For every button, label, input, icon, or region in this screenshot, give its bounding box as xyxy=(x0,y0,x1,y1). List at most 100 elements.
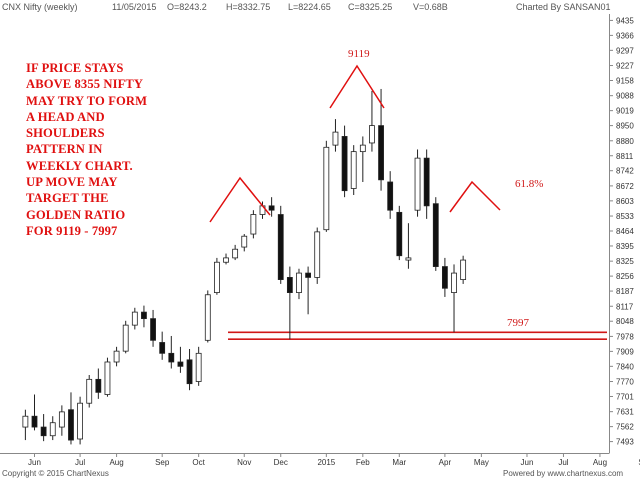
header-volume: V=0.68B xyxy=(413,2,448,12)
candle-body-down xyxy=(432,203,439,267)
right-shoulder-mark xyxy=(449,180,501,213)
x-tick-label: Jul xyxy=(558,458,568,467)
candle-body-up xyxy=(460,259,467,280)
x-tick-label: Aug xyxy=(593,458,607,467)
candle-body-up xyxy=(350,151,357,189)
candle-body-up xyxy=(104,361,111,395)
y-tick-label: 8117 xyxy=(616,302,634,311)
candle-body-up xyxy=(213,261,220,293)
x-tick-label: Sep xyxy=(638,458,640,467)
y-tick-label: 7562 xyxy=(616,423,634,432)
y-tick-label: 8880 xyxy=(616,137,634,146)
head-mark xyxy=(329,64,385,109)
head-label: 9119 xyxy=(348,48,370,60)
candle-body-down xyxy=(159,342,166,354)
x-tick-label: Sep xyxy=(155,458,170,467)
y-tick-label: 8325 xyxy=(616,257,634,266)
y-tick-label: 8464 xyxy=(616,227,634,236)
x-tick-label: Dec xyxy=(274,458,288,467)
candle-body-up xyxy=(58,411,65,428)
candles xyxy=(22,88,467,445)
y-tick-label: 7493 xyxy=(616,438,634,447)
y-tick-label: 7840 xyxy=(616,362,634,371)
charted-by: Charted By SANSAN01 xyxy=(516,2,611,12)
candle-body-down xyxy=(341,136,348,192)
candle-body-down xyxy=(441,266,448,289)
y-tick-label: 7770 xyxy=(616,378,634,387)
header-close: C=8325.25 xyxy=(348,2,392,12)
x-tick-label: 2015 xyxy=(317,458,335,467)
support-lines xyxy=(228,331,607,341)
candle-body-down xyxy=(150,318,156,341)
y-tick-label: 9297 xyxy=(616,46,634,55)
candle-body-up xyxy=(204,294,211,341)
candle-body-up xyxy=(77,402,83,440)
candle-body-up xyxy=(359,144,366,153)
x-tick-label: Jun xyxy=(521,458,534,467)
candle-body-down xyxy=(177,361,184,367)
candle-body-down xyxy=(95,378,102,393)
y-tick-label: 9366 xyxy=(616,31,634,40)
fib-label: 61.8% xyxy=(515,178,543,190)
candle-body-down xyxy=(68,409,74,441)
y-tick-label: 8048 xyxy=(616,317,634,326)
y-tick-label: 8187 xyxy=(616,287,634,296)
x-tick-label: Feb xyxy=(356,458,370,467)
x-tick-label: Jun xyxy=(28,458,41,467)
y-axis: 9435 9366 9297 9227 9158 9088 9019 8950 8880 8811… xyxy=(609,16,634,447)
header-high: H=8332.75 xyxy=(226,2,270,12)
candle-body-up xyxy=(451,272,457,293)
y-tick-label: 9019 xyxy=(616,107,634,116)
candle-body-up xyxy=(241,235,248,248)
header-symbol: CNX Nifty (weekly) xyxy=(2,2,78,12)
candle-body-up xyxy=(369,125,375,144)
y-tick-label: 7701 xyxy=(616,392,634,401)
candle-body-down xyxy=(268,205,275,211)
candle-body-down xyxy=(286,277,293,293)
candle-body-up xyxy=(113,350,120,363)
candle-body-up xyxy=(223,257,229,263)
footer-powered-by: Powered by www.chartnexus.com xyxy=(503,469,623,478)
header-open: O=8243.2 xyxy=(167,2,207,12)
x-tick-label: Oct xyxy=(192,458,205,467)
candle-body-down xyxy=(387,181,394,211)
y-tick-label: 8256 xyxy=(616,272,634,281)
x-axis: Jun Jul Aug Sep Oct Nov Dec 2015 Feb Mar Apr May Jun… xyxy=(28,453,640,467)
y-tick-label: 9088 xyxy=(616,92,634,101)
x-tick-label: May xyxy=(474,458,489,467)
candle-body-up xyxy=(232,248,239,259)
candle-body-down xyxy=(186,359,193,385)
y-tick-label: 8950 xyxy=(616,122,634,131)
header-date: 11/05/2015 xyxy=(112,2,156,12)
candle-body-up xyxy=(22,415,29,428)
y-tick-label: 9435 xyxy=(616,16,634,25)
candle-body-down xyxy=(396,211,403,257)
candle-body-down xyxy=(378,125,384,181)
footer-copyright: Copyright © 2015 ChartNexus xyxy=(2,469,109,478)
candle-body-up xyxy=(296,272,302,293)
candle-body-up xyxy=(86,378,93,404)
candle-body-up xyxy=(414,157,421,211)
candle-body-down xyxy=(305,272,312,278)
x-tick-label: Nov xyxy=(237,458,251,467)
x-tick-label: Apr xyxy=(439,458,452,467)
candle-body-up xyxy=(314,231,321,278)
y-tick-label: 8672 xyxy=(616,182,634,191)
candle-body-up xyxy=(405,257,412,261)
candle-body-down xyxy=(423,157,430,207)
candle-body-up xyxy=(323,146,330,231)
candle-body-down xyxy=(141,311,147,320)
x-tick-label: Jul xyxy=(75,458,85,467)
x-tick-label: Aug xyxy=(109,458,123,467)
y-tick-label: 8603 xyxy=(616,197,634,206)
candle-body-up xyxy=(122,324,129,352)
left-shoulder-mark xyxy=(209,176,271,223)
candle-body-up xyxy=(250,214,257,235)
candle-body-down xyxy=(40,426,47,437)
candle-body-up xyxy=(332,131,339,146)
candle-body-up xyxy=(49,422,56,437)
candle-body-down xyxy=(168,352,175,363)
candle-body-down xyxy=(277,214,284,280)
y-tick-label: 8811 xyxy=(616,152,634,161)
